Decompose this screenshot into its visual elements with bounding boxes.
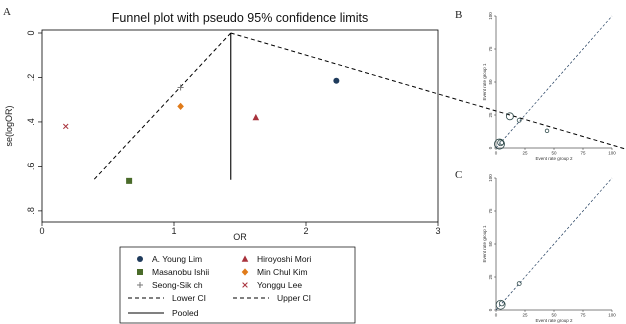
chart-title: Funnel plot with pseudo 95% confidence l…	[112, 11, 368, 25]
mini-y-tick-label: 100	[488, 174, 493, 182]
mini-x-tick-label: 0	[495, 151, 498, 156]
legend-marker	[137, 269, 143, 275]
mini-x-tick-label: 100	[608, 313, 616, 318]
mini-y-tick-label: 0	[488, 308, 493, 311]
lower-ci-line	[93, 32, 232, 181]
mini-x-axis-label: Event rate group 2	[535, 318, 573, 323]
data-point-yonggu-lee	[63, 123, 69, 130]
legend-label: Min Chul Kim	[257, 267, 308, 277]
data-point-min-chul-kim	[177, 102, 184, 110]
bubble-point	[494, 138, 505, 150]
legend-marker-b	[242, 282, 248, 288]
mini-x-tick-label: 25	[522, 151, 528, 156]
mini-x-tick-label: 0	[495, 313, 498, 318]
bubble-point	[516, 117, 522, 123]
y-tick-label: .6	[26, 163, 36, 171]
data-point-hiroyoshi-mori	[252, 113, 260, 121]
mini-y-tick-label: 0	[488, 146, 493, 149]
mini-x-tick-label: 75	[580, 313, 586, 318]
x-tick-label: 3	[435, 226, 440, 236]
identity-line	[495, 177, 613, 311]
mini-x-tick-label: 100	[608, 151, 616, 156]
mini-y-tick-label: 100	[488, 12, 493, 20]
legend-label: Masanobu Ishii	[152, 267, 209, 277]
mini-x-tick-label: 25	[522, 313, 528, 318]
bubble-point	[498, 300, 505, 307]
legend-marker	[137, 282, 143, 288]
legend-marker	[137, 256, 143, 262]
legend-label: Yonggu Lee	[257, 280, 302, 290]
bubble-point	[506, 112, 514, 121]
mini-y-tick-label: 75	[488, 46, 493, 52]
legend-marker	[242, 282, 248, 288]
legend: A. Young Lim Hiroyoshi Mori Masanobu Ishii…	[119, 246, 356, 324]
y-axis-label: se(logOR)	[4, 105, 14, 146]
funnel-plot: Funnel plot with pseudo 95% confidence l…	[4, 11, 626, 324]
legend-marker	[241, 268, 249, 276]
y-tick-label: 0	[26, 30, 36, 35]
event-rate-plot-b: 0 25 50 75 100 0 25 50 75 100 Event rate group 2 Ev…	[482, 12, 616, 161]
mini-y-tick-label: 25	[488, 274, 493, 280]
event-rate-plot-c: 0 25 50 75 100 0 25 50 75 100 Event rate group 2 Ev…	[482, 174, 616, 323]
mini-y-tick-label: 50	[488, 241, 493, 247]
legend-label: Hiroyoshi Mori	[257, 254, 311, 264]
legend-label: Pooled	[172, 308, 199, 318]
legend-label: Upper CI	[277, 293, 311, 303]
mini-x-tick-label: 75	[580, 151, 586, 156]
y-tick-label: .4	[26, 118, 36, 126]
identity-line	[495, 15, 613, 149]
x-tick-label: 0	[39, 226, 44, 236]
x-axis-label: OR	[233, 232, 247, 242]
panel-label-c: C	[455, 169, 462, 181]
mini-y-tick-label: 50	[488, 79, 493, 85]
legend-marker	[241, 255, 249, 262]
mini-x-axis-label: Event rate group 2	[535, 156, 573, 161]
y-tick-label: .2	[26, 74, 36, 82]
legend-label: A. Young Lim	[152, 254, 202, 264]
data-point-masanobu-ishii	[126, 177, 133, 184]
bubble-point	[516, 281, 522, 287]
legend-label: Lower CI	[172, 293, 206, 303]
legend-label: Seong-Sik ch	[152, 280, 203, 290]
mini-y-tick-label: 25	[488, 112, 493, 118]
legend-box	[119, 246, 356, 324]
bubble-point	[544, 128, 550, 134]
plot-area-border	[41, 29, 439, 223]
bubble-point	[499, 140, 505, 146]
panel-label-a: A	[3, 6, 11, 18]
panel-label-b: B	[455, 9, 462, 21]
data-point-yonggu-lee-b	[63, 123, 69, 130]
upper-ci-line	[230, 32, 626, 150]
mini-y-axis-label: Event rate group 1	[482, 225, 487, 263]
data-point-seong-sik-ch	[177, 84, 184, 91]
bubble-point	[495, 299, 506, 310]
x-tick-label: 1	[171, 226, 176, 236]
mini-x-tick-label: 50	[551, 151, 557, 156]
mini-y-axis-label: Event rate group 1	[482, 63, 487, 101]
mini-y-tick-label: 75	[488, 208, 493, 214]
mini-x-tick-label: 50	[551, 313, 557, 318]
data-point-a-young-lim	[333, 77, 340, 84]
y-tick-label: .8	[26, 207, 36, 215]
x-tick-label: 2	[303, 226, 308, 236]
